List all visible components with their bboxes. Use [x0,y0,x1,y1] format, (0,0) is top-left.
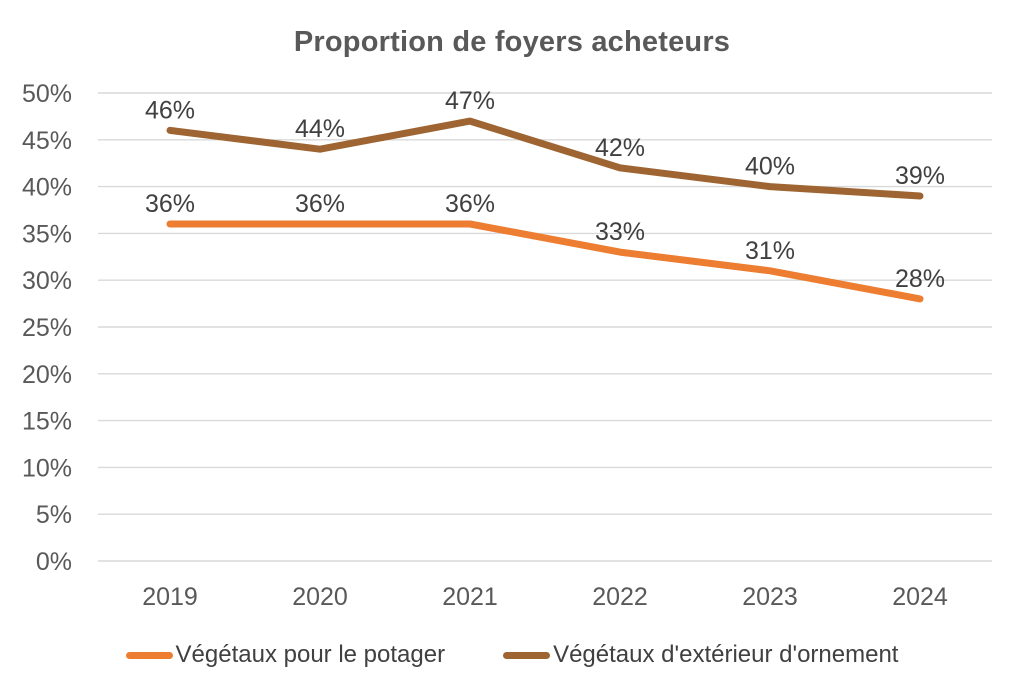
x-axis-tick-label: 2020 [292,583,348,611]
y-axis-tick-label: 50% [22,80,72,108]
data-label: 31% [745,237,795,265]
x-axis-tick-label: 2019 [142,583,198,611]
legend-label-potager: Végétaux pour le potager [175,641,446,668]
x-axis-tick-label: 2023 [742,583,798,611]
data-label: 36% [295,190,345,218]
data-label: 42% [595,134,645,162]
y-axis-tick-label: 20% [22,361,72,389]
x-axis-tick-label: 2024 [892,583,948,611]
data-label: 36% [445,190,495,218]
y-axis-tick-label: 45% [22,127,72,155]
data-label: 39% [895,162,945,190]
data-label: 46% [145,96,195,124]
chart-legend: Végétaux pour le potager Végétaux d'exté… [0,641,1024,669]
legend-item-potager[interactable]: Végétaux pour le potager [125,641,446,669]
data-label: 33% [595,218,645,246]
chart-title: Proportion de foyers acheteurs [293,26,731,58]
legend-swatch-potager-icon [125,651,173,659]
data-label: 36% [145,190,195,218]
data-label: 40% [745,153,795,181]
y-axis-tick-label: 15% [22,408,72,436]
y-axis-tick-label: 0% [36,548,72,576]
y-axis-tick-label: 30% [22,267,72,295]
legend-label-ornement: Végétaux d'extérieur d'ornement [553,641,899,668]
data-label: 28% [895,265,945,293]
y-axis-tick-label: 10% [22,454,72,482]
y-axis-tick-label: 25% [22,314,72,342]
y-axis-tick-label: 5% [36,501,72,529]
x-axis-tick-label: 2022 [592,583,648,611]
y-axis-tick-label: 35% [22,220,72,248]
legend-item-ornement[interactable]: Végétaux d'extérieur d'ornement [503,641,898,669]
legend-swatch-ornement-icon [503,651,551,659]
y-axis-tick-label: 40% [22,174,72,202]
series-line[interactable] [166,117,924,200]
series-line[interactable] [166,220,924,303]
data-label: 47% [445,87,495,115]
data-label: 44% [295,115,345,143]
x-axis-tick-label: 2021 [442,583,498,611]
